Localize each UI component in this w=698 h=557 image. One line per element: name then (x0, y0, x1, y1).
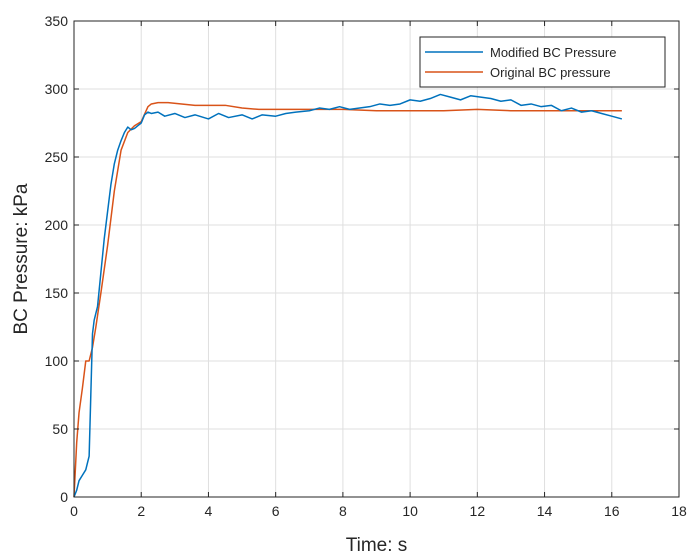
y-tick-label: 250 (45, 149, 69, 165)
legend: Modified BC Pressure Original BC pressur… (419, 36, 666, 88)
x-axis-label: Time: s (346, 535, 408, 556)
y-tick-label: 50 (52, 421, 68, 437)
legend-box (419, 36, 666, 88)
y-tick-label: 350 (45, 13, 69, 29)
x-tick-label: 10 (402, 503, 418, 519)
series-group (73, 93, 623, 498)
y-tick-label: 150 (45, 285, 69, 301)
series-line-modified-bc-pressure (73, 93, 623, 498)
x-tick-label: 4 (205, 503, 213, 519)
y-tick-label: 100 (45, 353, 69, 369)
y-tick-label: 300 (45, 81, 69, 97)
ticks: 0 2 4 6 8 10 12 14 16 18 0 50 100 150 200 250 300 350 (45, 13, 687, 519)
x-tick-label: 6 (272, 503, 280, 519)
x-tick-label: 16 (604, 503, 620, 519)
x-tick-label: 12 (470, 503, 486, 519)
x-tick-label: 18 (671, 503, 687, 519)
legend-label-modified: Modified BC Pressure (490, 45, 616, 60)
x-tick-label: 14 (537, 503, 553, 519)
x-tick-label: 2 (137, 503, 145, 519)
y-axis-label: BC Pressure: kPa (11, 183, 32, 334)
grid (74, 21, 679, 497)
plot-area (74, 21, 679, 497)
x-tick-label: 0 (70, 503, 78, 519)
y-tick-label: 0 (60, 489, 68, 505)
y-tick-label: 200 (45, 217, 69, 233)
plot-frame (73, 20, 680, 498)
legend-label-original: Original BC pressure (490, 65, 611, 80)
x-tick-label: 8 (339, 503, 347, 519)
